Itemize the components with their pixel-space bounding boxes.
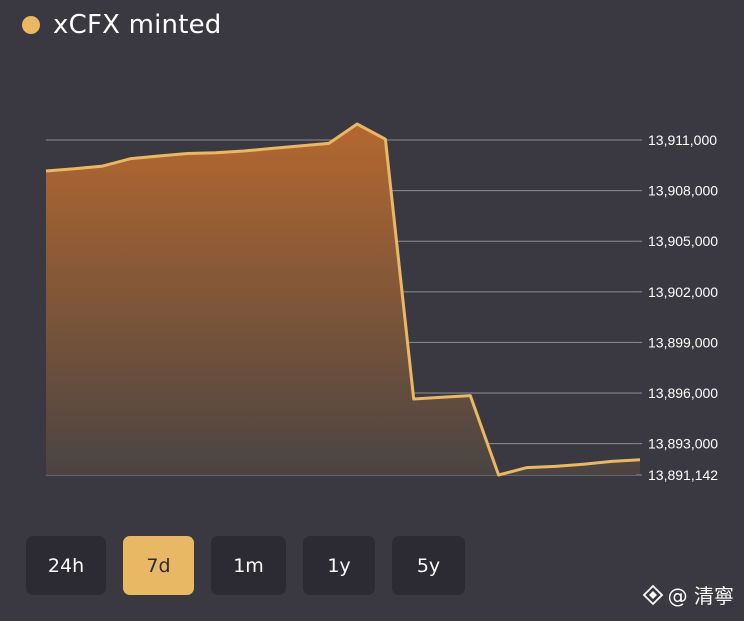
- diamond-logo-icon: [642, 584, 663, 605]
- y-tick-label: 13,911,000: [648, 132, 717, 148]
- legend-label: xCFX minted: [53, 10, 222, 40]
- series-area: [46, 124, 640, 475]
- range-button-1m[interactable]: 1m: [211, 536, 286, 595]
- y-tick-label: 13,905,000: [648, 233, 718, 249]
- chart-legend[interactable]: xCFX minted: [22, 8, 222, 42]
- legend-dot-icon: [22, 16, 40, 34]
- y-tick-label: 13,902,000: [648, 284, 718, 300]
- time-range-selector: 24h 7d 1m 1y 5y: [26, 536, 482, 595]
- range-button-1y[interactable]: 1y: [303, 536, 375, 595]
- range-button-7d[interactable]: 7d: [123, 536, 194, 595]
- y-tick-label: 13,896,000: [648, 385, 718, 401]
- watermark: @ 清寧: [642, 580, 734, 609]
- series-line: [45, 122, 641, 477]
- range-button-5y[interactable]: 5y: [392, 536, 465, 595]
- y-tick-label: 13,908,000: [648, 183, 718, 199]
- y-tick-label: 13,891,142: [648, 467, 718, 483]
- area-chart: 13,911,000 13,908,000 13,905,000 13,902,000…: [45, 122, 718, 483]
- y-tick-label: 13,899,000: [648, 334, 718, 350]
- watermark-text: @ 清寧: [667, 584, 734, 608]
- range-button-24h[interactable]: 24h: [26, 536, 106, 595]
- y-axis-ticks: 13,911,000 13,908,000 13,905,000 13,902,000…: [636, 132, 718, 483]
- y-tick-label: 13,893,000: [648, 436, 718, 452]
